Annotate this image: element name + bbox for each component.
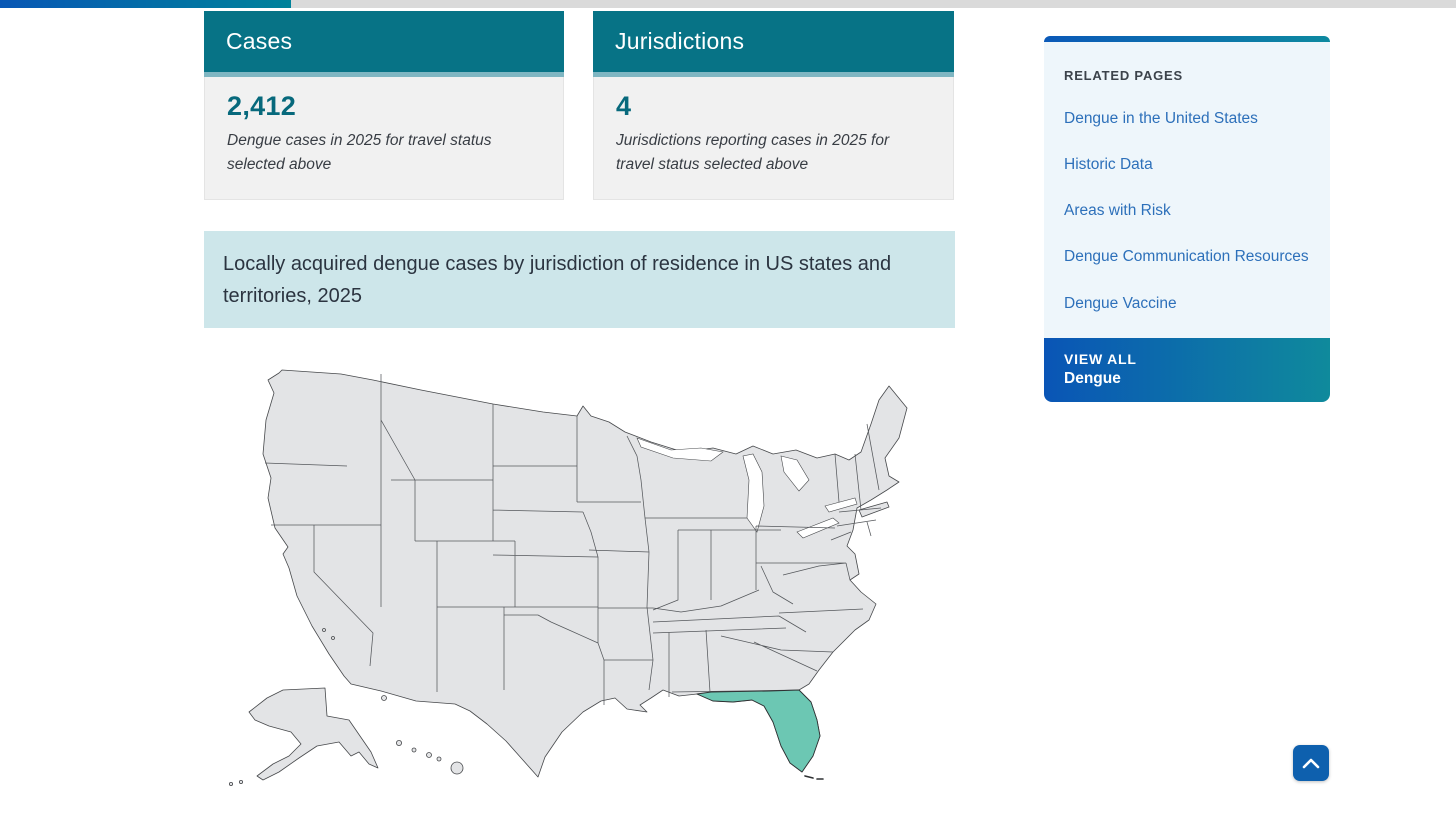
hawaii-island bbox=[411, 747, 417, 753]
cases-value: 2,412 bbox=[227, 91, 297, 121]
lake-superior bbox=[636, 437, 724, 462]
cases-card-accent bbox=[204, 72, 564, 77]
view-all-target: Dengue bbox=[1064, 369, 1121, 387]
lake-huron bbox=[780, 455, 810, 492]
state-borders bbox=[264, 374, 882, 705]
jurisdictions-value: 4 bbox=[616, 91, 632, 121]
cases-description: Dengue cases in 2025 for travel status s… bbox=[227, 132, 492, 174]
related-link-dengue-in-us[interactable]: Dengue in the United States bbox=[1064, 110, 1258, 127]
related-link-areas-with-risk[interactable]: Areas with Risk bbox=[1064, 202, 1171, 220]
view-all-dengue-button[interactable]: VIEW ALL Dengue bbox=[1044, 337, 1330, 402]
us-map-svg bbox=[228, 369, 908, 786]
channel-island bbox=[331, 636, 335, 640]
related-pages-card: RELATED PAGES Dengue in the United State… bbox=[1044, 36, 1330, 402]
jurisdictions-card-body: 4 Jurisdictions reporting cases in 2025 … bbox=[593, 77, 954, 200]
top-header-strip bbox=[0, 0, 1456, 8]
chevron-up-icon bbox=[1302, 758, 1320, 769]
hawaii-island bbox=[381, 695, 387, 701]
us-map bbox=[221, 360, 911, 788]
jurisdictions-description: Jurisdictions reporting cases in 2025 fo… bbox=[616, 132, 890, 174]
hawaii-island bbox=[395, 739, 402, 746]
cases-card: Cases 2,412 Dengue cases in 2025 for tra… bbox=[204, 11, 564, 200]
jurisdictions-card-title: Jurisdictions bbox=[593, 11, 954, 72]
lake-erie bbox=[796, 517, 840, 539]
aleutian-island bbox=[238, 779, 243, 784]
map-heading-banner: Locally acquired dengue cases by jurisdi… bbox=[204, 231, 955, 328]
related-link-dengue-vaccine[interactable]: Dengue Vaccine bbox=[1064, 294, 1177, 312]
cases-card-title: Cases bbox=[204, 11, 564, 72]
top-header-gradient bbox=[0, 0, 291, 8]
related-pages-accent bbox=[1044, 36, 1330, 42]
state-alaska bbox=[248, 687, 379, 781]
back-to-top-button[interactable] bbox=[1293, 745, 1329, 781]
hawaii-island bbox=[426, 752, 432, 758]
cases-card-body: 2,412 Dengue cases in 2025 for travel st… bbox=[204, 77, 564, 200]
hawaii-island bbox=[436, 756, 442, 762]
aleutian-island bbox=[228, 781, 233, 786]
map-heading-text: Locally acquired dengue cases by jurisdi… bbox=[223, 253, 892, 308]
long-island bbox=[858, 501, 890, 518]
state-florida[interactable] bbox=[696, 689, 821, 773]
related-pages-body: RELATED PAGES Dengue in the United State… bbox=[1044, 42, 1330, 338]
related-link-communication-resources[interactable]: Dengue Communication Resources bbox=[1064, 248, 1309, 266]
related-link-historic-data[interactable]: Historic Data bbox=[1064, 156, 1153, 174]
related-pages-title: RELATED PAGES bbox=[1064, 68, 1183, 83]
hawaii-island bbox=[450, 761, 464, 775]
lake-michigan bbox=[742, 453, 765, 533]
jurisdictions-card-accent bbox=[593, 72, 954, 77]
channel-island bbox=[322, 628, 326, 632]
view-all-label: VIEW ALL bbox=[1064, 350, 1137, 367]
florida-keys bbox=[804, 775, 824, 780]
jurisdictions-card: Jurisdictions 4 Jurisdictions reporting … bbox=[593, 11, 954, 200]
lake-ontario bbox=[824, 497, 858, 513]
